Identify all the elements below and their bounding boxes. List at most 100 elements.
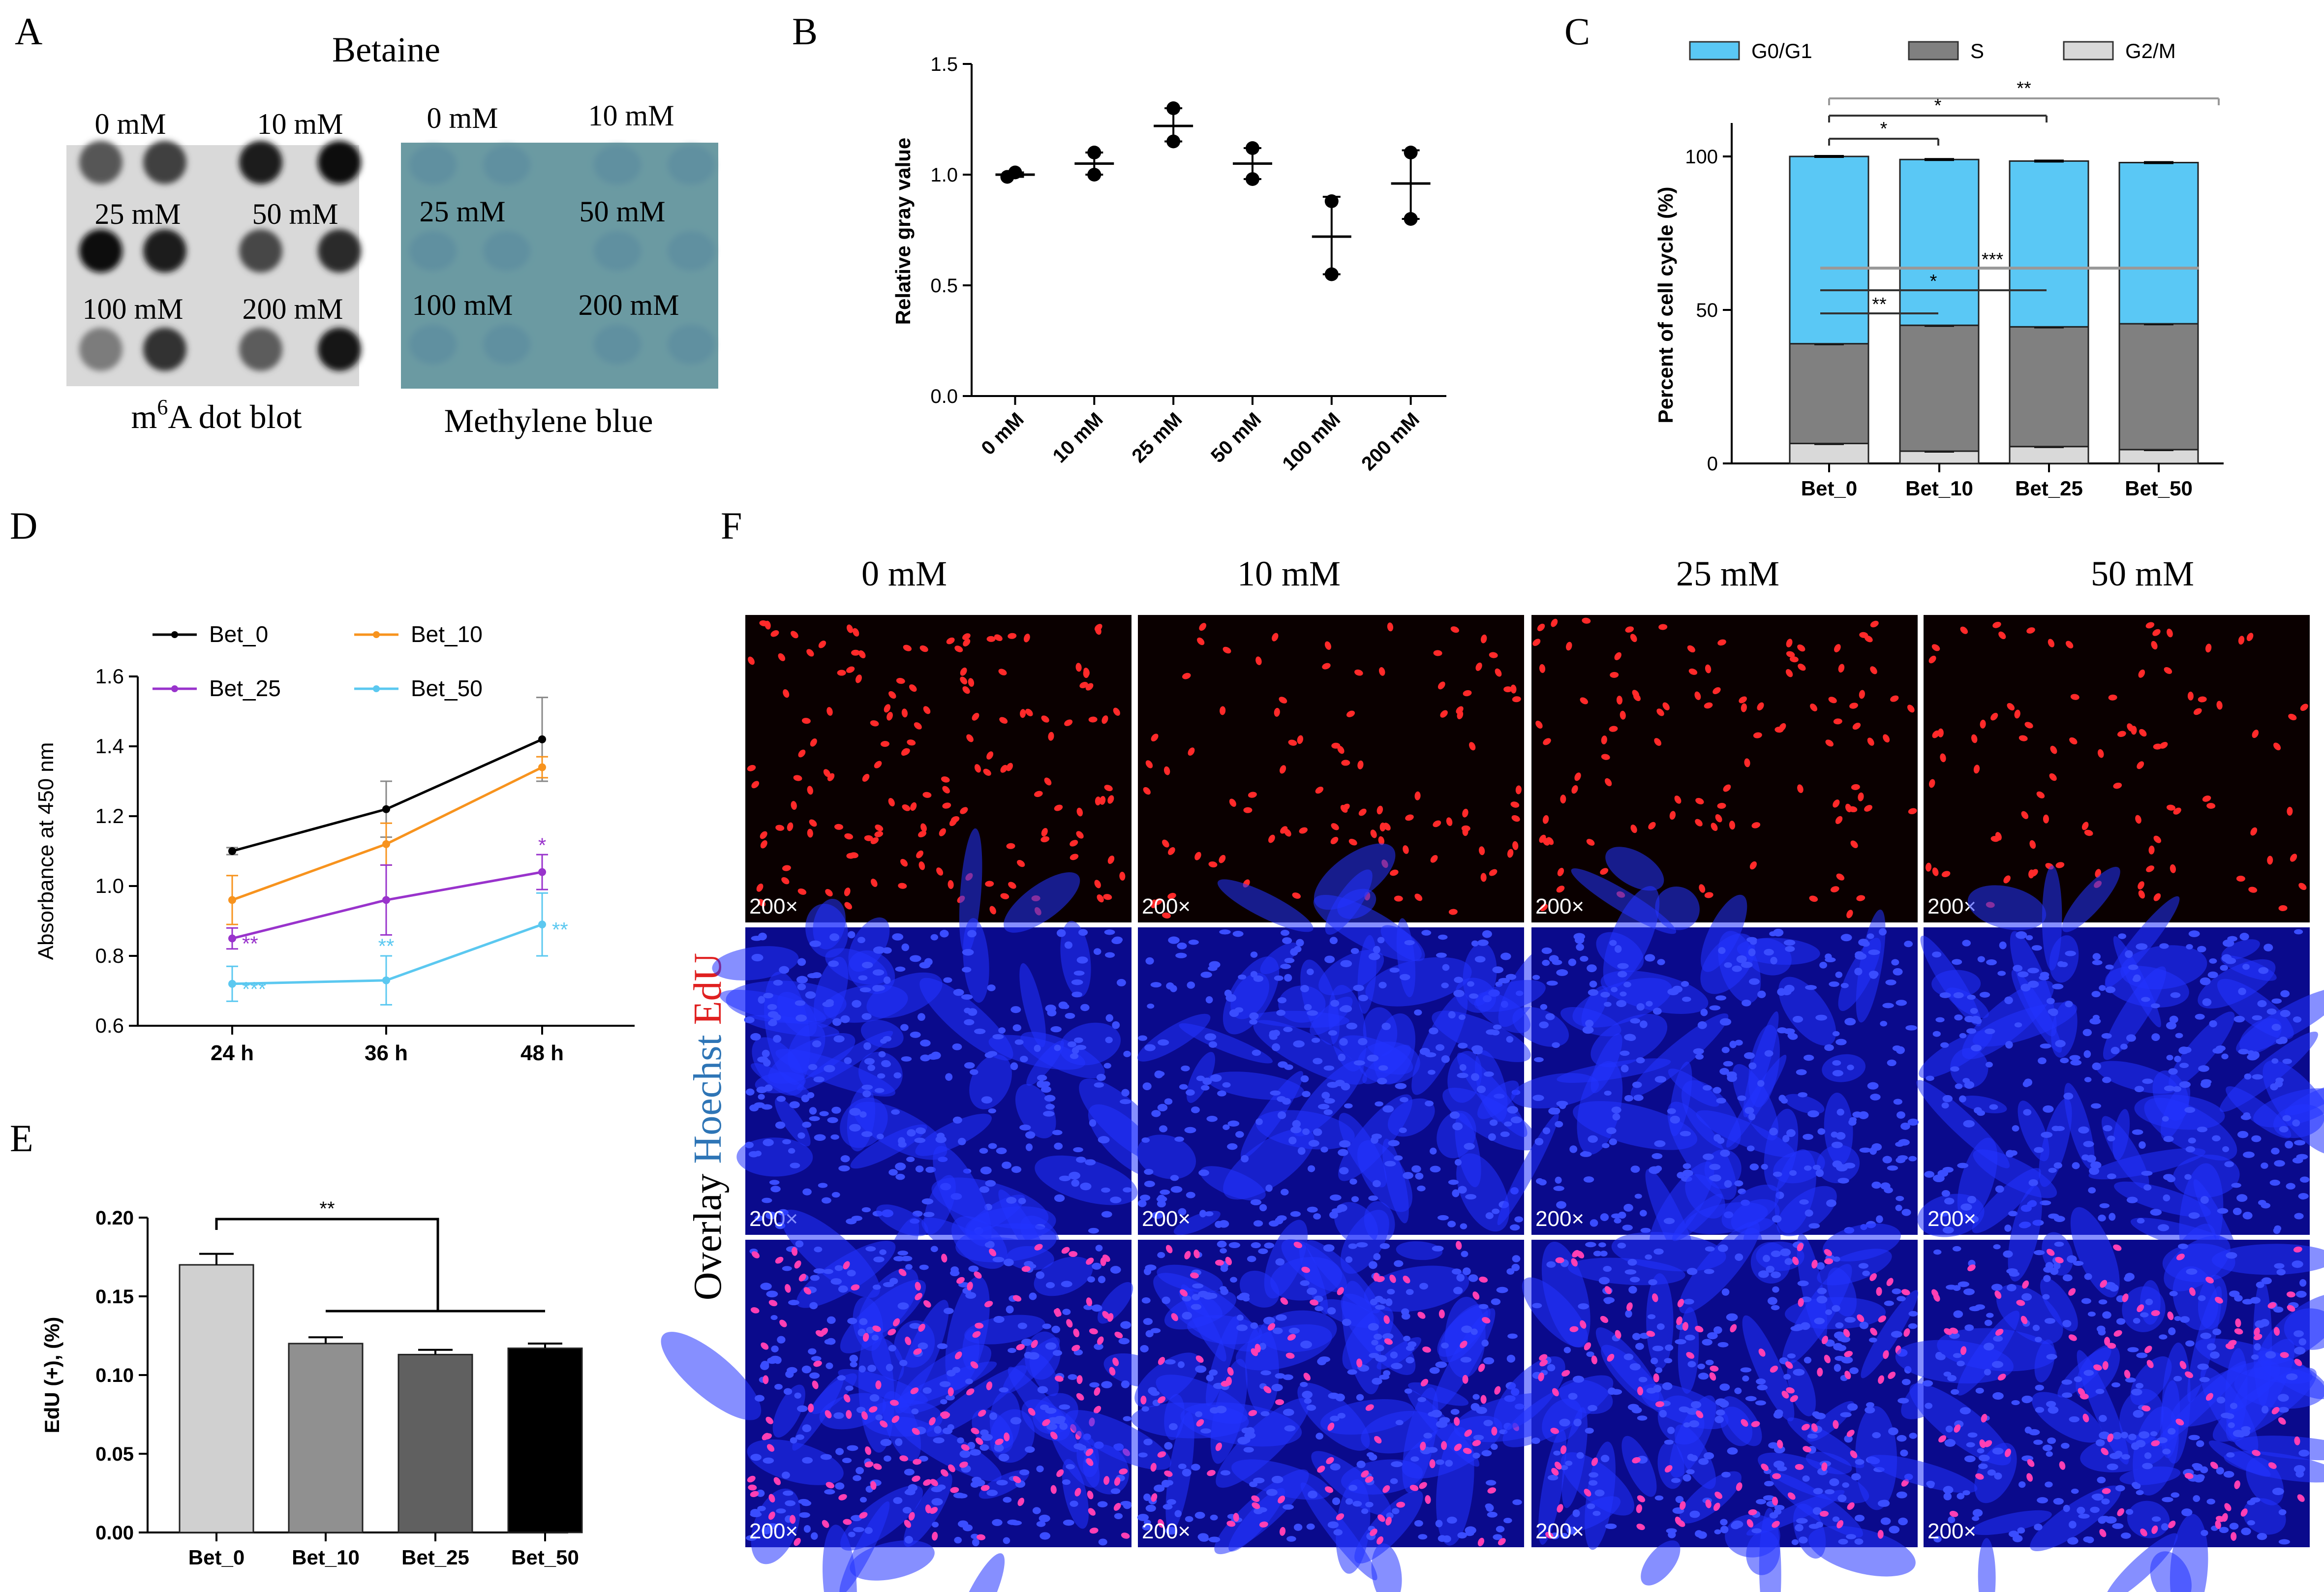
- edu-nucleus: [1054, 804, 1063, 811]
- edu-nucleus: [1207, 1470, 1216, 1476]
- hoechst-nucleus: [801, 1500, 812, 1506]
- hoechst-nucleus: [891, 1109, 900, 1115]
- hoechst-nucleus: [1888, 1427, 1898, 1436]
- hoechst-nucleus: [2150, 1431, 2158, 1437]
- hoechst-nucleus: [1186, 1192, 1195, 1198]
- hoechst-nucleus: [1767, 1297, 1777, 1305]
- hoechst-nucleus: [910, 955, 921, 962]
- hoechst-nucleus: [1654, 1165, 1662, 1172]
- c-bar-segment: [1789, 343, 1869, 444]
- hoechst-nucleus: [861, 1131, 873, 1137]
- hoechst-nucleus: [2261, 1163, 2268, 1169]
- hoechst-nucleus: [1654, 1140, 1666, 1147]
- hoechst-nucleus: [2282, 1058, 2292, 1064]
- edu-nucleus: [1107, 795, 1114, 804]
- edu-nucleus: [1995, 1328, 2004, 1336]
- edu-nucleus: [888, 691, 896, 699]
- hoechst-nucleus: [2198, 1295, 2206, 1301]
- edu-nucleus: [1469, 742, 1476, 751]
- hoechst-nucleus: [748, 1151, 759, 1158]
- edu-nucleus: [920, 823, 927, 832]
- hoechst-nucleus: [768, 1020, 777, 1026]
- hoechst-nucleus: [1532, 975, 1540, 980]
- edu-nucleus: [977, 1534, 986, 1540]
- hoechst-nucleus: [1387, 1288, 1395, 1295]
- hoechst-nucleus: [1781, 988, 1792, 996]
- hoechst-nucleus: [831, 1192, 840, 1198]
- hoechst-nucleus: [1045, 1408, 1057, 1414]
- edu-nucleus: [1220, 706, 1226, 715]
- hoechst-nucleus: [1253, 975, 1264, 982]
- edu-nucleus: [896, 677, 905, 684]
- hoechst-nucleus: [1742, 1375, 1749, 1382]
- hoechst-nucleus: [2200, 977, 2211, 985]
- hoechst-nucleus: [840, 1155, 850, 1163]
- hoechst-nucleus: [1804, 1165, 1812, 1171]
- edu-nucleus: [971, 1428, 979, 1435]
- hoechst-nucleus: [1849, 1117, 1857, 1122]
- edu-nucleus: [1377, 1514, 1385, 1522]
- b-data-point: [1008, 165, 1022, 180]
- hoechst-nucleus: [2280, 990, 2290, 998]
- edu-nucleus: [2059, 1461, 2066, 1470]
- hoechst-nucleus: [2215, 1045, 2226, 1051]
- edu-nucleus: [1463, 690, 1472, 697]
- hoechst-nucleus: [2241, 1528, 2251, 1535]
- hoechst-nucleus: [1164, 1359, 1176, 1365]
- hoechst-nucleus: [2115, 1485, 2125, 1492]
- edu-nucleus: [2205, 1277, 2214, 1284]
- d-legend-marker: [171, 685, 178, 692]
- hoechst-nucleus: [829, 933, 840, 941]
- hoechst-nucleus: [814, 1246, 823, 1253]
- hoechst-nucleus: [1639, 1210, 1647, 1217]
- hoechst-nucleus: [1789, 1170, 1797, 1176]
- hoechst-nucleus: [1264, 1242, 1274, 1249]
- edu-nucleus: [1510, 801, 1520, 808]
- edu-nucleus: [1326, 1457, 1334, 1465]
- hoechst-nucleus-cluster: [1782, 1264, 1852, 1366]
- edu-nucleus: [1569, 1326, 1579, 1332]
- hoechst-nucleus: [1170, 1186, 1183, 1193]
- hoechst-nucleus: [2166, 1055, 2173, 1061]
- hoechst-nucleus-cluster: [2164, 1235, 2231, 1291]
- edu-nucleus: [783, 689, 790, 698]
- d-y-tick-label: 1.6: [95, 665, 124, 688]
- edu-nucleus: [2078, 1388, 2085, 1396]
- hoechst-nucleus: [2209, 958, 2217, 964]
- edu-nucleus: [1772, 1473, 1781, 1479]
- hoechst-nucleus: [2222, 939, 2234, 947]
- hoechst-nucleus: [847, 1445, 858, 1451]
- hoechst-nucleus: [1491, 1030, 1500, 1036]
- hoechst-nucleus: [888, 1169, 898, 1176]
- hoechst-nucleus: [1283, 1504, 1294, 1510]
- edu-nucleus: [812, 1380, 819, 1389]
- hoechst-nucleus: [1087, 1276, 1095, 1283]
- c-sig-bracket-s-50-label: ***: [1982, 249, 2004, 270]
- hoechst-nucleus: [2084, 1273, 2092, 1280]
- edu-nucleus: [1833, 718, 1842, 725]
- hoechst-nucleus: [1271, 1383, 1283, 1391]
- hoechst-nucleus: [1154, 1070, 1163, 1078]
- hoechst-nucleus: [779, 966, 790, 974]
- hoechst-nucleus: [809, 1302, 818, 1310]
- hoechst-nucleus: [1682, 1169, 1693, 1177]
- edu-nucleus: [2267, 1302, 2276, 1309]
- hoechst-nucleus: [1957, 1493, 1965, 1500]
- hoechst-nucleus: [1330, 1194, 1342, 1201]
- hoechst-nucleus: [1589, 1472, 1598, 1478]
- hoechst-nucleus: [1290, 948, 1298, 956]
- hoechst-nucleus: [1964, 1455, 1976, 1463]
- hoechst-nucleus: [1313, 1128, 1322, 1136]
- d-y-tick-label: 1.4: [95, 735, 124, 758]
- hoechst-nucleus: [2131, 1482, 2139, 1488]
- edu-nucleus: [1094, 1406, 1101, 1414]
- hoechst-nucleus: [1812, 1507, 1822, 1515]
- hoechst-nucleus: [1179, 1084, 1188, 1090]
- hoechst-nucleus: [1454, 977, 1463, 983]
- edu-nucleus: [1846, 910, 1853, 918]
- d-significance-label: ***: [242, 978, 266, 1001]
- c-x-tick-label: Bet_50: [2125, 477, 2193, 500]
- hoechst-nucleus: [1250, 951, 1258, 958]
- edu-nucleus: [838, 1494, 847, 1500]
- hoechst-nucleus: [1832, 1305, 1840, 1312]
